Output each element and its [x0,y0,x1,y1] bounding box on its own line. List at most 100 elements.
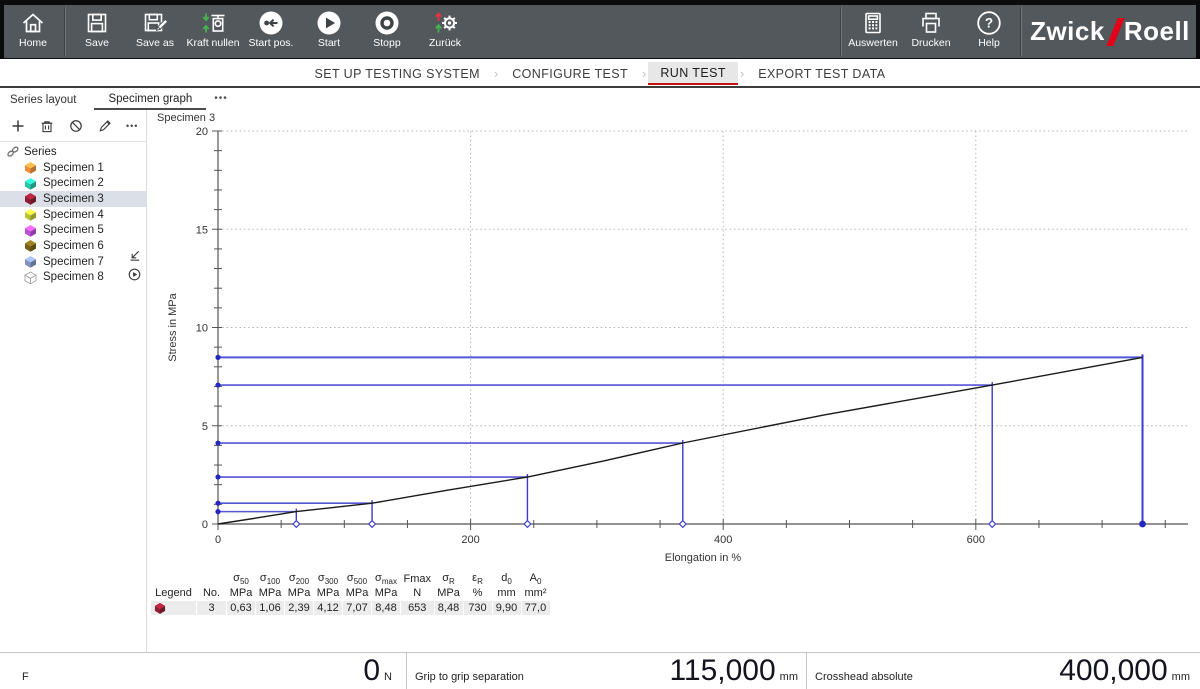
logo-text-zwick: Zwick [1030,16,1105,46]
restore-arrow-icon[interactable] [127,248,142,263]
result-row[interactable]: 3 0,63 1,06 2,39 4,12 7,07 8,48 653 8,48 730 9,90 7… [150,599,551,616]
add-specimen-button[interactable] [10,118,26,134]
calculator-icon [860,9,886,36]
column-header-unit: MPa [345,586,369,599]
result-cell: 730 [462,599,493,616]
edit-button[interactable] [97,118,113,134]
tree-item-label: Specimen 2 [43,177,104,190]
zero-force-button[interactable]: Kraft nullen [184,5,242,58]
column-header-symbol: σmax [375,572,397,587]
force-value: 0 [363,654,381,687]
save-button[interactable]: Save [68,5,126,58]
column-header-symbol: σ100 [259,572,281,587]
svg-text:?: ? [985,15,993,30]
tree-item-label: Specimen 1 [43,161,104,174]
column-header-unit: MPa [287,586,311,599]
view-tabs-more-button[interactable]: ••• [214,93,228,104]
start-position-label: Start pos. [248,37,294,49]
tree-item-label: Specimen 3 [43,192,104,205]
result-cell: 1,06 [255,599,285,616]
legend-cube-cell [150,599,197,616]
tree-item-specimen-2[interactable]: Specimen 2 [0,175,146,191]
tree-item-specimen-4[interactable]: Specimen 4 [0,207,146,223]
specimen-cube-icon [25,256,36,268]
stop-button[interactable]: Stopp [358,5,416,58]
column-header-unit: MPa [437,586,460,599]
window-top-strip [0,0,1200,5]
grip-separation-value: 115,000 [669,654,776,687]
tree-item-specimen-3[interactable]: Specimen 3 [0,191,146,207]
zwick-roell-logo: Zwick Roell [1024,5,1196,58]
tree-item-specimen-7[interactable]: Specimen 7 [0,254,146,270]
tree-item-specimen-8[interactable]: Specimen 8 [0,270,146,286]
tree-item-specimen-6[interactable]: Specimen 6 [0,238,146,254]
svg-text:20: 20 [196,126,208,138]
tab-separator: › [642,65,647,81]
evaluate-button[interactable]: Auswerten [844,5,902,58]
legend-cube-icon [154,602,166,614]
svg-text:400: 400 [714,534,732,546]
stop-label: Stopp [373,37,401,49]
stress-strain-chart[interactable]: 0 200 400 600 0 5 10 15 20 Stress in MPa Elongatio… [147,110,1200,570]
return-gear-icon [432,9,458,36]
svg-text:0: 0 [215,534,221,546]
circled-play-icon[interactable] [127,267,142,282]
evaluate-label: Auswerten [848,37,898,49]
column-header-symbol: A0 [529,572,542,587]
save-label: Save [85,37,109,49]
column-header-unit: MPa [374,586,398,599]
tree-item-specimen-1[interactable]: Specimen 1 [0,160,146,176]
results-table: σ50 σ100 σ200 σ300 σ500 σmax Fmax σR εR d0 A0 Legen… [150,572,551,616]
workflow-tab-run-test[interactable]: RUN TEST [648,61,738,85]
series-tree: Series Specimen 1 Specimen 2 Specimen 3 Spec… [0,142,146,285]
start-position-button[interactable]: Start pos. [242,5,300,58]
save-as-label: Save as [136,37,174,49]
specimen-cube-icon [25,224,36,237]
start-button[interactable]: Start [300,5,358,58]
home-button[interactable]: Home [4,5,62,58]
workflow-tab-set-up-testing-system[interactable]: SET UP TESTING SYSTEM [314,66,480,81]
column-header-symbol: σ50 [233,572,249,587]
column-header-unit: MPa [229,586,253,599]
delete-button[interactable] [39,118,55,134]
start-label: Start [317,37,341,49]
help-icon: ? [976,9,1002,36]
start-icon [316,9,342,36]
column-header-unit: N [413,586,422,599]
column-header-unit: MPa [258,586,282,599]
help-button[interactable]: ? Help [960,5,1018,58]
tree-item-label: Specimen 5 [43,224,104,237]
column-header-symbol: σ200 [288,572,310,587]
tab-specimen-graph[interactable]: Specimen graph [94,90,207,110]
workflow-tab-configure-test[interactable]: CONFIGURE TEST [512,66,629,81]
workflow-tab-export-test-data[interactable]: EXPORT TEST DATA [758,66,886,81]
column-header-unit: MPa [316,586,340,599]
start-position-icon [258,9,284,36]
crosshead-value: 400,000 [1059,654,1168,687]
svg-text:200: 200 [461,534,479,546]
column-header-symbol [197,572,227,586]
result-cell: 77,0 [520,599,551,616]
tree-item-label: Specimen 4 [43,208,104,221]
results-table-container: σ50 σ100 σ200 σ300 σ500 σmax Fmax σR εR d0 A0 Legen… [150,572,551,616]
column-header-symbol: σ500 [346,572,368,587]
print-button[interactable]: Drucken [902,5,960,58]
tab-series-layout[interactable]: Series layout [10,94,77,106]
printer-icon [918,9,944,36]
tree-root-series[interactable]: Series [0,144,146,160]
save-as-button[interactable]: Save as [126,5,184,58]
tab-separator: › [493,65,499,81]
zero-force-icon [200,9,226,36]
sidebar-more-button[interactable]: ••• [126,120,139,131]
chain-link-icon [7,146,19,158]
return-button[interactable]: Zurück [416,5,474,58]
disable-button[interactable] [68,118,84,134]
result-cell: 8,48 [433,599,464,616]
result-cell: 0,63 [226,599,256,616]
svg-text:0: 0 [202,519,208,531]
column-header-symbol: d0 [501,572,512,587]
tree-item-specimen-5[interactable]: Specimen 5 [0,222,146,238]
home-icon [20,9,46,36]
specimen-cube-icon [25,177,36,190]
